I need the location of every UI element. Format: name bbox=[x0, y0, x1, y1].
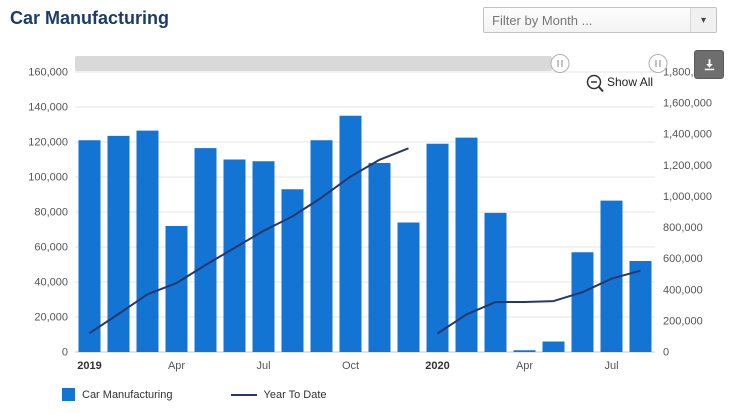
left-axis-label: 160,000 bbox=[28, 67, 68, 79]
download-button[interactable] bbox=[694, 50, 724, 79]
page-title: Car Manufacturing bbox=[10, 8, 170, 28]
bar-car-manufacturing[interactable] bbox=[426, 143, 449, 352]
ytd-line bbox=[436, 269, 641, 335]
legend-label-car-manufacturing: Car Manufacturing bbox=[82, 388, 173, 401]
month-filter-value: Filter by Month ... bbox=[492, 12, 593, 28]
bar-car-manufacturing[interactable] bbox=[484, 212, 507, 352]
right-axis-label: 0 bbox=[663, 347, 669, 359]
bar-car-manufacturing[interactable] bbox=[252, 161, 275, 352]
legend-label-year-to-date: Year To Date bbox=[263, 388, 327, 401]
bar-car-manufacturing[interactable] bbox=[600, 200, 623, 352]
left-axis-label: 100,000 bbox=[28, 172, 68, 184]
right-axis-label: 200,000 bbox=[663, 315, 703, 327]
right-axis-label: 1,200,000 bbox=[663, 160, 712, 172]
right-axis-label: 400,000 bbox=[663, 284, 703, 296]
bar-car-manufacturing[interactable] bbox=[107, 135, 130, 352]
right-axis-label: 1,000,000 bbox=[663, 191, 712, 203]
magnifier-minus-icon bbox=[586, 74, 602, 90]
scrollbar-handle-right[interactable] bbox=[648, 54, 668, 73]
x-axis-label: Oct bbox=[342, 360, 359, 372]
right-axis-label: 800,000 bbox=[663, 222, 703, 234]
ytd-line bbox=[88, 147, 409, 335]
bar-car-manufacturing[interactable] bbox=[194, 148, 217, 352]
left-axis-label: 80,000 bbox=[34, 207, 68, 219]
left-axis-label: 20,000 bbox=[34, 312, 68, 324]
chevron-down-icon: ▾ bbox=[690, 8, 716, 32]
scrollbar-handle-left[interactable] bbox=[550, 54, 570, 73]
left-axis-label: 140,000 bbox=[28, 102, 68, 114]
bar-car-manufacturing[interactable] bbox=[136, 130, 159, 352]
legend-swatch-bar bbox=[62, 388, 75, 401]
bar-car-manufacturing[interactable] bbox=[368, 163, 391, 352]
legend-swatch-line bbox=[230, 393, 257, 396]
show-all-label: Show All bbox=[607, 75, 653, 89]
bar-car-manufacturing[interactable] bbox=[310, 140, 333, 352]
bar-car-manufacturing[interactable] bbox=[339, 115, 362, 352]
magnifier-minus-icon bbox=[598, 86, 604, 93]
x-axis-label: 2020 bbox=[425, 360, 449, 372]
legend-item-year-to-date[interactable]: Year To Date bbox=[230, 388, 327, 401]
left-axis-label: 0 bbox=[62, 347, 68, 359]
bar-car-manufacturing[interactable] bbox=[78, 140, 101, 352]
x-axis-label: 2019 bbox=[77, 360, 101, 372]
left-axis-label: 60,000 bbox=[34, 242, 68, 254]
x-axis-label: Apr bbox=[516, 360, 533, 372]
right-axis-label: 1,400,000 bbox=[663, 129, 712, 141]
right-axis-label: 1,600,000 bbox=[663, 98, 712, 110]
chart-canvas: 0 20,000 40,000 60,000 80,000 100,000 120,000 1… bbox=[28, 54, 712, 372]
left-axis-label: 120,000 bbox=[28, 137, 68, 149]
bar-car-manufacturing[interactable] bbox=[542, 341, 565, 353]
bar-car-manufacturing[interactable] bbox=[571, 252, 594, 352]
bar-car-manufacturing[interactable] bbox=[223, 159, 246, 353]
bar-car-manufacturing[interactable] bbox=[281, 189, 304, 352]
chart-scrollbar-track[interactable] bbox=[75, 56, 552, 71]
show-all-button[interactable]: Show All bbox=[586, 74, 654, 93]
x-axis-label: Jul bbox=[604, 360, 618, 372]
legend-item-car-manufacturing[interactable]: Car Manufacturing bbox=[62, 388, 173, 401]
x-axis-label: Apr bbox=[168, 360, 185, 372]
month-filter-dropdown[interactable]: Filter by Month ... ▾ bbox=[483, 7, 717, 33]
x-axis-label: Jul bbox=[256, 360, 270, 372]
bar-car-manufacturing[interactable] bbox=[455, 137, 478, 352]
right-axis-label: 600,000 bbox=[663, 253, 703, 265]
bar-car-manufacturing[interactable] bbox=[397, 222, 420, 353]
bar-car-manufacturing[interactable] bbox=[513, 350, 536, 352]
left-axis-label: 40,000 bbox=[34, 277, 68, 289]
chart-legend: Car Manufacturing Year To Date bbox=[62, 388, 327, 401]
download-icon bbox=[704, 59, 714, 71]
bar-car-manufacturing[interactable] bbox=[165, 226, 188, 352]
bar-car-manufacturing[interactable] bbox=[629, 261, 652, 352]
